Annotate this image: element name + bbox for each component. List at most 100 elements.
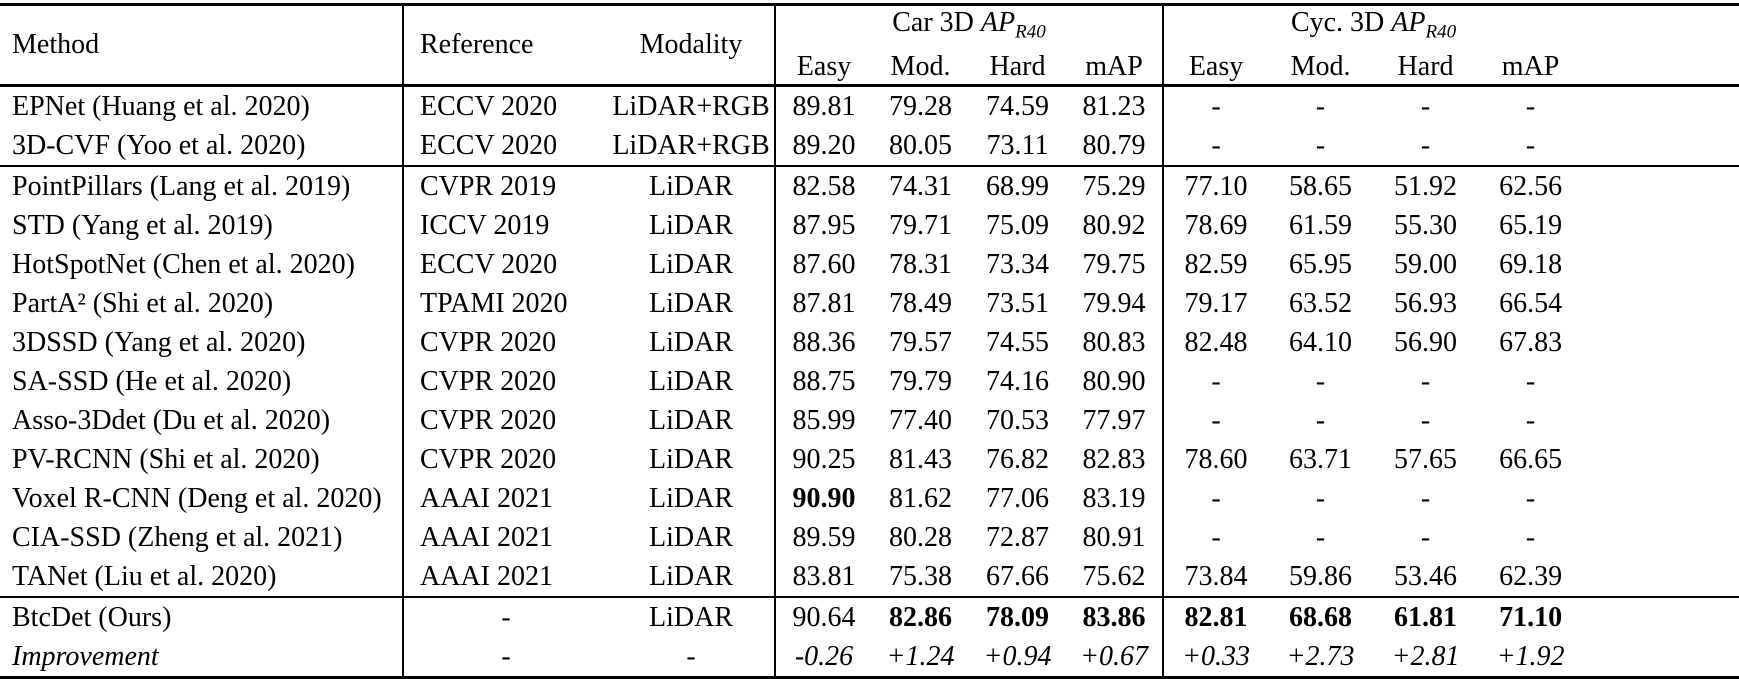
table-row: Voxel R-CNN (Deng et al. 2020) AAAI 2021 L… [0,478,1739,518]
cell-value: - [1162,517,1269,557]
col-header-cyc-hard: Hard [1397,50,1454,82]
cell-value: 78.09 [969,595,1066,637]
row-spacer-cell [1583,206,1739,245]
cell-value: 61.59 [1289,209,1353,241]
cell-value: 89.59 [774,517,872,557]
cell-value: 66.65 [1499,443,1563,475]
cell-value: 56.90 [1394,326,1458,358]
cell-value: - [1162,85,1269,126]
cell-value: 68.99 [969,164,1066,206]
cell-value: 75.38 [889,560,952,592]
cell-value: - [1420,521,1431,553]
cell-modality: LiDAR+RGB [612,90,770,122]
row-spacer-cell [1583,401,1739,440]
cell-value: 90.90 [774,478,872,518]
cell-method: Asso-3Ddet (Du et al. 2020) [12,404,331,436]
table-header-row-groups: Method Reference Modality Car 3D APR40 C… [0,4,1739,86]
paper-page: Method Reference Modality Car 3D APR40 C… [0,3,1739,679]
cell-value: 80.79 [1082,129,1146,161]
cell-value: - [1315,521,1326,553]
cell-modality: LiDAR [649,248,733,280]
cell-value: 87.81 [774,283,872,323]
cell-modality: LiDAR [649,560,733,592]
cell-value: 55.30 [1394,209,1458,241]
cell-value: 77.97 [1082,404,1146,436]
cyc-group-ap: AP [1391,7,1426,38]
cell-value: 78.60 [1162,439,1269,479]
cell-value: 90.64 [774,595,872,637]
cell-value: 64.10 [1289,326,1353,358]
cell-value: 90.25 [774,439,872,479]
table-row: BtcDet (Ours) - LiDAR 90.64 82.86 78.09 83.86 8… [0,595,1739,637]
col-header-reference: Reference [402,4,608,86]
table-row: 3DSSD (Yang et al. 2020) CVPR 2020 LiDAR 88… [0,322,1739,362]
cell-value: 79.94 [1082,287,1146,319]
col-header-cyc-mod: Mod. [1290,50,1351,82]
table-row: TANet (Liu et al. 2020) AAAI 2021 LiDAR 83.… [0,556,1739,597]
row-spacer-cell [1583,637,1739,678]
table-header-row-subcols: Easy Mod. Hard mAP Easy Mod. Hard mAP [0,49,1739,86]
cell-value: 73.51 [986,287,1049,319]
cell-method: 3DSSD (Yang et al. 2020) [12,326,306,358]
cell-value: +1.24 [886,640,955,672]
col-header-car-mod: Mod. [890,50,951,82]
cell-reference: CVPR 2020 [402,322,608,362]
cell-value: 63.71 [1289,443,1353,475]
cell-value: 51.92 [1373,164,1479,206]
cell-value: 81.23 [1082,90,1146,122]
cell-reference: TPAMI 2020 [402,283,608,323]
table-row: PointPillars (Lang et al. 2019) CVPR 2019… [0,164,1739,206]
cell-value: 82.48 [1162,322,1269,362]
cell-value: 79.28 [889,90,952,122]
cell-value: 53.46 [1394,560,1458,592]
cell-method: Improvement [12,640,159,672]
cell-value: 67.83 [1499,326,1563,358]
row-spacer-cell [1583,126,1739,166]
cell-modality: LiDAR [608,595,775,637]
cell-value: - [1525,365,1536,397]
cell-value: 82.83 [1082,443,1146,475]
col-header-car-hard: Hard [989,50,1046,82]
cell-value: 62.56 [1478,164,1584,206]
cell-value: 65.95 [1289,248,1353,280]
cell-value: 87.60 [774,244,872,284]
cell-value: - [1315,90,1326,122]
cell-value: 78.49 [889,287,952,319]
cell-value: 61.81 [1373,595,1479,637]
cell-reference: ICCV 2019 [402,205,608,245]
cell-method: PointPillars (Lang et al. 2019) [0,164,403,206]
cell-value: - [1525,482,1536,514]
cell-value: +2.73 [1286,640,1355,672]
cell-modality: LiDAR [649,326,733,358]
row-spacer-cell [1583,479,1739,518]
cell-value: 81.43 [889,443,952,475]
cell-modality: LiDAR [649,521,733,553]
cell-value: 82.58 [774,164,872,206]
cell-value: 89.20 [774,125,872,166]
cell-value: 77.06 [986,482,1049,514]
cell-value: 69.18 [1499,248,1563,280]
cell-value: - [1162,478,1269,518]
cell-value: 59.00 [1394,248,1458,280]
col-header-method: Method [12,28,100,60]
cell-value: - [1420,90,1431,122]
cell-value: 77.40 [889,404,952,436]
cell-reference: ECCV 2020 [402,244,608,284]
cell-value: 89.81 [774,85,872,126]
cell-value: 80.90 [1082,365,1146,397]
cell-value: 77.10 [1162,164,1269,206]
cell-value: 73.11 [986,129,1049,161]
cell-value: 79.79 [889,365,952,397]
col-header-cyc-easy: Easy [1162,49,1269,86]
cell-value: - [1420,482,1431,514]
col-header-modality: Modality [639,28,743,60]
row-spacer-cell [1583,595,1739,637]
col-header-car-map: mAP [1085,50,1143,82]
cell-value: - [1420,404,1431,436]
cell-value: - [1525,404,1536,436]
cell-method: HotSpotNet (Chen et al. 2020) [12,248,355,280]
cell-value: 80.05 [889,129,952,161]
cell-modality: LiDAR [649,443,733,475]
cell-value: - [1162,125,1269,166]
cell-method: PV-RCNN (Shi et al. 2020) [12,443,320,475]
